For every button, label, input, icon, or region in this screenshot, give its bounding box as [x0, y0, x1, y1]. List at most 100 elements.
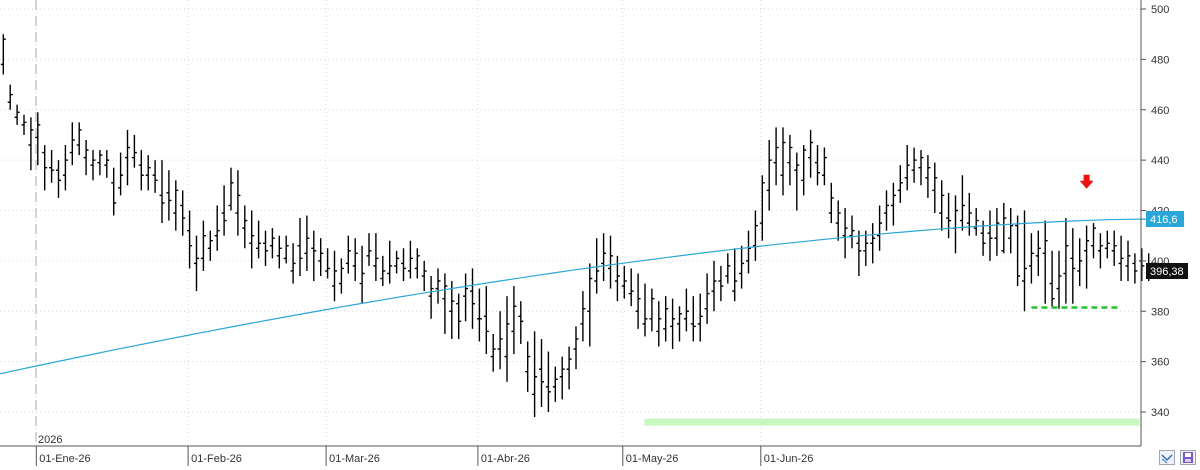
ohlc-bar [49, 150, 55, 183]
ohlc-bar [732, 248, 738, 302]
ohlc-bar [511, 286, 517, 355]
ohlc-bar [559, 356, 565, 400]
ohlc-bar [207, 230, 213, 261]
ohlc-bar [394, 250, 400, 274]
ohlc-bar [463, 273, 469, 322]
ohlc-bar [552, 366, 558, 402]
ohlc-bar [642, 283, 648, 337]
ohlc-bar [428, 275, 434, 319]
ohlc-bar [435, 268, 441, 304]
ohlc-bar [932, 162, 938, 214]
ohlc-bar [1001, 202, 1007, 254]
ma-value-tag: 416,6 [1146, 211, 1184, 227]
ohlc-bar [304, 215, 310, 271]
ohlc-bar [1015, 215, 1021, 287]
ohlc-bar [152, 160, 158, 193]
ohlc-bar [1097, 233, 1103, 269]
ohlc-bar [870, 223, 876, 264]
save-button[interactable] [1180, 450, 1196, 465]
ohlc-bar [1091, 223, 1096, 259]
ohlc-bar [290, 243, 296, 284]
ohlc-bar [476, 288, 482, 342]
ohlc-bar [939, 180, 945, 231]
ohlc-bar [1056, 250, 1062, 309]
ohlc-bar [794, 152, 800, 211]
ohlc-bar [787, 134, 793, 186]
ohlc-bar [1070, 228, 1076, 304]
ohlc-bar [249, 210, 255, 269]
ohlc-bar [311, 230, 317, 282]
ohlc-bar [959, 175, 965, 231]
ohlc-bar [849, 215, 855, 249]
ohlc-bar [90, 150, 96, 181]
ohlc-bar [7, 84, 13, 110]
ohlc-bar [138, 150, 144, 191]
ohlc-bar [835, 200, 841, 241]
ohlc-bar [111, 167, 117, 216]
chart-arrows-button[interactable] [1159, 450, 1175, 465]
ohlc-bar [83, 139, 89, 176]
ohlc-bar [283, 235, 289, 264]
ohlc-bar [28, 117, 34, 171]
ohlc-bar [594, 238, 600, 294]
ohlc-bar [242, 205, 248, 249]
ohlc-bar [580, 291, 586, 342]
ohlc-bar [635, 273, 641, 329]
ohlc-bar [877, 205, 883, 251]
ohlc-bar [318, 238, 324, 276]
ohlc-bar [180, 190, 186, 236]
ohlc-bar [159, 160, 165, 224]
ohlc-bar [373, 233, 379, 282]
ohlc-bar [683, 288, 689, 332]
ohlc-bar [228, 167, 234, 211]
ohlc-bar [628, 268, 634, 307]
ohlc-bar [483, 286, 489, 355]
ohlc-bar [953, 195, 958, 254]
ohlc-bar [815, 145, 820, 186]
ma-line [0, 218, 1147, 375]
ohlc-bar [918, 150, 924, 186]
x-tick-label: 01-Abr-26 [481, 453, 530, 465]
ohlc-bar [297, 218, 303, 276]
ohlc-bar [1042, 220, 1048, 304]
ohlc-bar [752, 210, 758, 261]
ohlc-bar [780, 127, 786, 196]
ohlc-bar [1077, 238, 1083, 287]
ohlc-bar [263, 230, 268, 266]
y-tick-label: 340 [1151, 407, 1169, 419]
moving-average [0, 218, 1149, 375]
ohlc-bar [621, 265, 627, 299]
ohlc-bar [276, 235, 282, 269]
x-tick-label: 01-May-26 [626, 453, 679, 465]
ohlc-bar [532, 331, 538, 418]
ohlc-bar [1111, 230, 1117, 266]
price-tags: 416,6 396,38 [1146, 211, 1188, 279]
ohlc-bar [449, 281, 455, 339]
ohlc-bar [677, 306, 682, 342]
ohlc-bar [221, 185, 227, 236]
ohlc-bar [490, 333, 496, 372]
ohlc-bar [256, 220, 262, 259]
ohlc-bar [904, 145, 910, 191]
ohlc-bar [504, 296, 510, 382]
ohlc-bar [718, 265, 724, 302]
ohlc-bar [1063, 218, 1069, 304]
ohlc-bar [649, 288, 655, 332]
ohlc-bar [470, 268, 475, 329]
ohlc-bar [856, 230, 862, 276]
ohlc-bar [35, 112, 41, 166]
ohlc-bar [697, 293, 703, 342]
ohlc-bar [890, 182, 896, 226]
ohlc-bar [214, 205, 220, 251]
ohlc-bar [69, 122, 75, 166]
last-price-tag: 396,38 [1146, 263, 1188, 279]
ohlc-bar [545, 351, 551, 412]
ohlc-bar [352, 238, 358, 282]
ohlc-bar [421, 260, 427, 292]
ohlc-bar [946, 192, 952, 239]
y-tick-label: 360 [1151, 357, 1169, 369]
ohlc-bar [1139, 248, 1145, 282]
ohlc-bar [897, 165, 903, 203]
svg-text:416,6: 416,6 [1150, 214, 1178, 226]
